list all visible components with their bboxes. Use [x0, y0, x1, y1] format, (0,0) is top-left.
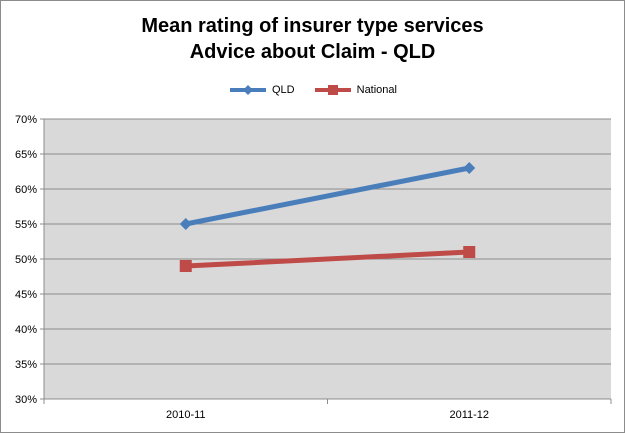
- data-point-qld: [463, 162, 476, 174]
- chart-title: Mean rating of insurer type services: [141, 15, 484, 37]
- data-point-qld: [179, 218, 192, 230]
- series-line-qld: [183, 165, 472, 227]
- y-tick-label: 50%: [15, 254, 37, 266]
- y-tick-label: 30%: [15, 394, 37, 406]
- legend-item-national: National: [313, 84, 397, 96]
- x-tick-label: 2010-11: [166, 409, 206, 421]
- legend-swatch-qld: [230, 85, 266, 95]
- chart-title-block: Mean rating of insurer type services Adv…: [1, 13, 624, 65]
- y-tick-label: 40%: [15, 324, 37, 336]
- chart-subtitle: Advice about Claim - QLD: [189, 41, 436, 63]
- data-point-national: [179, 260, 192, 272]
- legend-item-qld: QLD: [228, 84, 295, 96]
- data-point-national: [463, 246, 476, 258]
- legend-label-national: National: [356, 84, 397, 96]
- y-tick-label: 60%: [15, 184, 37, 196]
- legend-label-qld: QLD: [272, 84, 295, 96]
- y-tick-label: 55%: [15, 219, 37, 231]
- y-tick-label: 65%: [15, 149, 37, 161]
- legend-swatch-national: [314, 85, 351, 95]
- y-tick-label: 35%: [15, 359, 37, 371]
- y-tick-label: 70%: [15, 114, 37, 126]
- chart-legend: QLD National: [1, 84, 624, 96]
- series-line-national: [183, 249, 472, 269]
- y-tick-label: 45%: [15, 289, 37, 301]
- x-tick-label: 2011-12: [449, 409, 489, 421]
